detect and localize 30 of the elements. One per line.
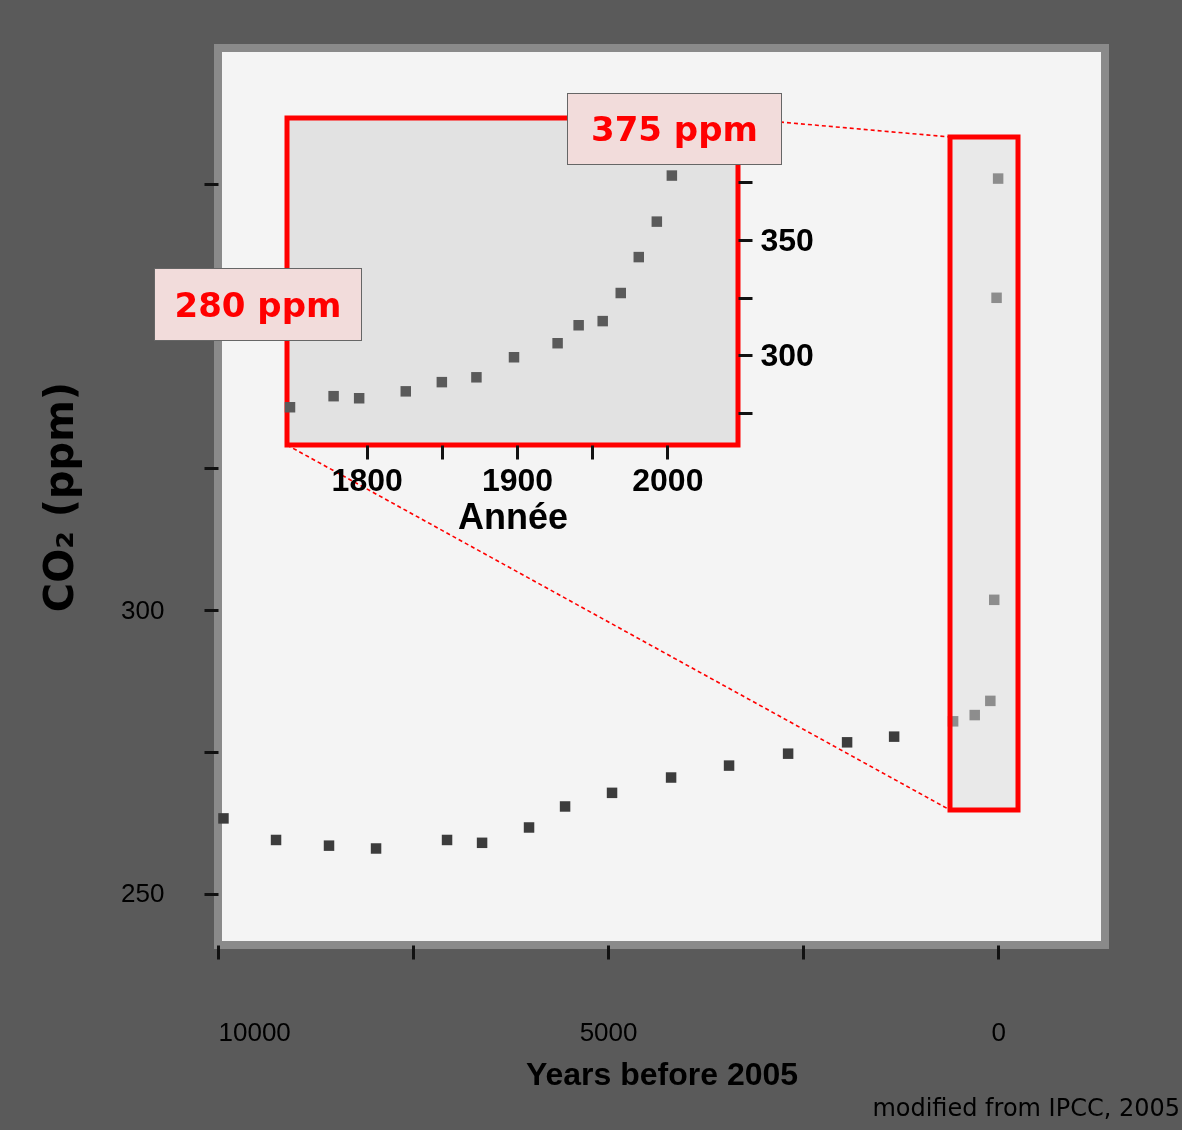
x-tick-label: 1800 (331, 461, 403, 498)
x-axis-title: Years before 2005 (525, 1055, 799, 1092)
y-tick-label: 300 (760, 336, 814, 373)
point (328, 390, 339, 402)
x-tick-label: 1900 (481, 461, 554, 498)
point (552, 337, 563, 349)
annotation: 280 ppm (154, 268, 362, 341)
point (633, 251, 645, 263)
y-tick-label: 300 (121, 594, 165, 625)
point (666, 170, 678, 181)
x-tick-label: 2000 (632, 461, 704, 498)
y-axis-title: CO₂ (ppm) (36, 381, 83, 613)
x-tick-label: 5000 (579, 1016, 638, 1047)
x-tick-label: 0 (991, 1016, 1006, 1047)
x-axis-title: Année (457, 495, 569, 537)
point (508, 352, 520, 363)
point (651, 216, 663, 227)
point (400, 386, 412, 397)
point (597, 315, 608, 327)
y-tick-label: 350 (760, 221, 814, 258)
point (353, 393, 365, 404)
annotation: 375 ppm (567, 93, 782, 165)
x-tick-label: 10000 (218, 1016, 291, 1047)
y-tick-label: 250 (121, 878, 165, 909)
text: modified from IPCC, 2005 (872, 1094, 1180, 1122)
point (284, 401, 296, 413)
point (471, 372, 482, 383)
point (615, 287, 626, 299)
point (573, 320, 584, 331)
point (436, 376, 448, 388)
